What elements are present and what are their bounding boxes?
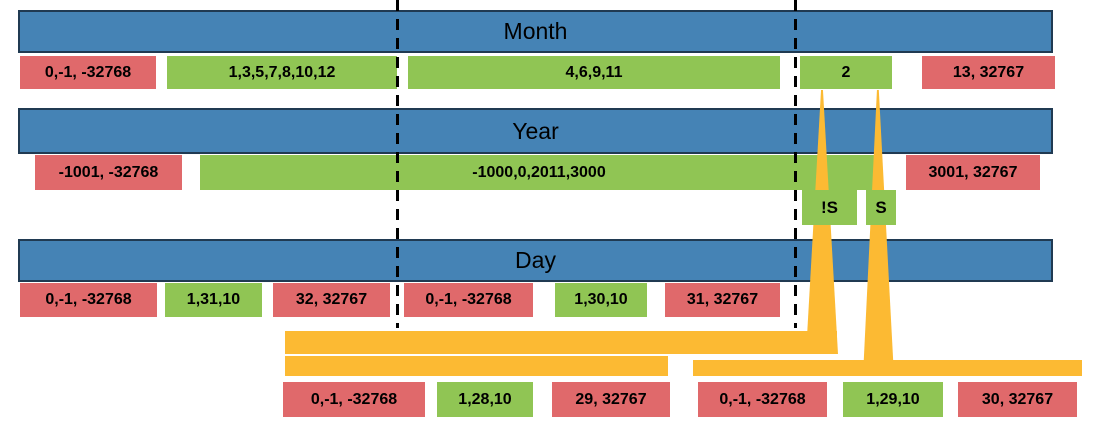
feb-partition-invalid-low-leap: 0,-1, -32768	[698, 382, 827, 417]
leap-year-flag: S	[866, 190, 896, 225]
month-partition-february: 2	[800, 56, 892, 89]
month-bar-title: Month	[503, 18, 568, 44]
day-partition-invalid-low-31: 0,-1, -32768	[20, 283, 157, 317]
feb-partition-invalid-high-nonleap: 29, 32767	[552, 382, 670, 417]
day-partition-valid-31: 1,31,10	[165, 283, 262, 317]
month-partition-30-day-months: 4,6,9,11	[408, 56, 780, 89]
year-bar: Year	[18, 108, 1053, 154]
day-bar: Day	[18, 239, 1053, 282]
day-partition-valid-30: 1,30,10	[555, 283, 647, 317]
month-partition-invalid-high: 13, 32767	[922, 56, 1055, 89]
feb-partition-invalid-low-nonleap: 0,-1, -32768	[283, 382, 425, 417]
year-partition-invalid-low: -1001, -32768	[35, 155, 182, 190]
feb-partition-valid-nonleap: 1,28,10	[437, 382, 533, 417]
day-partition-invalid-high-30: 31, 32767	[665, 283, 780, 317]
boundary-dashed-line-right	[794, 0, 797, 328]
month-partition-31-day-months: 1,3,5,7,8,10,12	[167, 56, 397, 89]
boundary-dashed-line-left	[396, 0, 399, 328]
month-bar: Month	[18, 10, 1053, 53]
feb-partition-invalid-high-leap: 30, 32767	[958, 382, 1077, 417]
day-partition-invalid-high-31: 32, 32767	[273, 283, 390, 317]
year-partition-invalid-high: 3001, 32767	[906, 155, 1040, 190]
year-partition-valid: -1000,0,2011,3000	[200, 155, 878, 190]
non-leap-year-flag: !S	[802, 190, 857, 225]
leap-february-connector-bar	[693, 360, 1082, 376]
feb-partition-valid-leap: 1,29,10	[843, 382, 943, 417]
day-partition-invalid-low-30: 0,-1, -32768	[404, 283, 533, 317]
nonleap-february-connector-bar-top	[285, 331, 837, 354]
day-bar-title: Day	[515, 247, 556, 273]
month-partition-invalid-low: 0,-1, -32768	[20, 56, 156, 89]
nonleap-february-connector-bar	[285, 356, 668, 376]
year-bar-title: Year	[512, 117, 559, 144]
